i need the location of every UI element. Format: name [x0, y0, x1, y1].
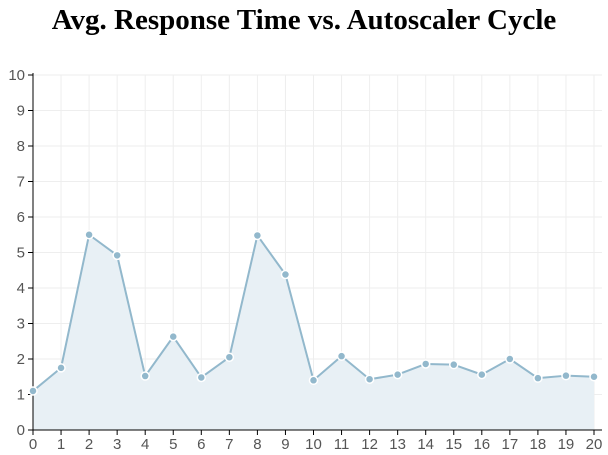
- x-tick-label: 8: [253, 436, 261, 453]
- series-area: [33, 234, 594, 430]
- data-point: [505, 354, 515, 364]
- x-tick-label: 17: [502, 436, 519, 453]
- data-point: [561, 370, 571, 381]
- x-tick-label: 2: [85, 436, 93, 453]
- y-tick-label: 10: [8, 67, 25, 84]
- x-tick-label: 3: [113, 436, 121, 453]
- y-tick-label: 1: [17, 387, 25, 404]
- y-tick-label: 0: [17, 422, 25, 439]
- data-point: [140, 371, 150, 381]
- data-points: [28, 230, 599, 396]
- x-tick-label: 6: [197, 436, 205, 453]
- data-point: [308, 375, 319, 386]
- x-tick-label: 11: [334, 436, 350, 453]
- data-point: [84, 230, 94, 240]
- data-point: [589, 372, 599, 382]
- y-tick-label: 2: [17, 351, 25, 368]
- data-point: [112, 250, 122, 261]
- y-tick-label: 9: [17, 103, 25, 120]
- x-tick-label: 15: [445, 436, 462, 453]
- data-point: [196, 372, 207, 383]
- x-tick-label: 7: [225, 436, 233, 453]
- x-tick-label: 16: [473, 436, 490, 453]
- series-area-fill: [33, 234, 594, 430]
- y-tick-label: 6: [17, 209, 25, 226]
- x-tick-label: 18: [530, 436, 547, 453]
- data-point: [28, 386, 38, 396]
- x-tick-label: 20: [586, 436, 603, 453]
- x-tick-label: 4: [141, 436, 149, 453]
- x-tick-label: 0: [29, 436, 37, 453]
- data-point: [336, 351, 347, 361]
- x-tick-label: 10: [305, 436, 322, 453]
- data-point: [533, 373, 543, 383]
- x-tick-label: 13: [389, 436, 406, 453]
- y-tick-label: 7: [17, 174, 25, 191]
- data-point: [364, 374, 375, 384]
- x-tick-label: 1: [57, 436, 65, 453]
- data-point: [477, 369, 487, 380]
- data-point: [168, 331, 178, 342]
- data-point: [252, 230, 263, 241]
- x-tick-label: 12: [361, 436, 378, 453]
- y-tick-label: 8: [17, 138, 25, 155]
- chart-title: Avg. Response Time vs. Autoscaler Cycle: [51, 4, 557, 36]
- y-tick-label: 3: [17, 316, 25, 333]
- data-point: [449, 359, 459, 370]
- x-tick-label: 14: [417, 436, 434, 453]
- y-tick-label: 4: [17, 280, 25, 297]
- data-point: [280, 269, 291, 280]
- x-tick-label: 9: [281, 436, 289, 453]
- axes: [28, 73, 602, 435]
- x-tick-label: 5: [169, 436, 177, 453]
- x-tick-label: 19: [558, 436, 575, 453]
- data-point: [56, 363, 66, 373]
- data-point: [420, 359, 431, 369]
- data-point: [392, 369, 403, 380]
- y-tick-label: 5: [17, 245, 25, 262]
- data-point: [224, 352, 235, 362]
